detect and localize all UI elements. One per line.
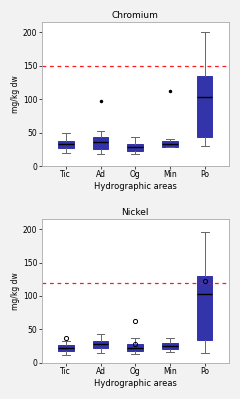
PathPatch shape [93, 137, 108, 150]
Title: Nickel: Nickel [121, 208, 149, 217]
PathPatch shape [162, 343, 178, 349]
PathPatch shape [197, 76, 212, 137]
PathPatch shape [58, 345, 74, 351]
Title: Chromium: Chromium [112, 11, 159, 20]
PathPatch shape [93, 341, 108, 348]
PathPatch shape [127, 344, 143, 351]
Y-axis label: mg/kg dw: mg/kg dw [11, 272, 20, 310]
X-axis label: Hydrographic areas: Hydrographic areas [94, 379, 177, 388]
PathPatch shape [127, 144, 143, 151]
PathPatch shape [58, 141, 74, 148]
Y-axis label: mg/kg dw: mg/kg dw [11, 75, 20, 113]
X-axis label: Hydrographic areas: Hydrographic areas [94, 182, 177, 191]
PathPatch shape [197, 276, 212, 340]
PathPatch shape [162, 141, 178, 147]
